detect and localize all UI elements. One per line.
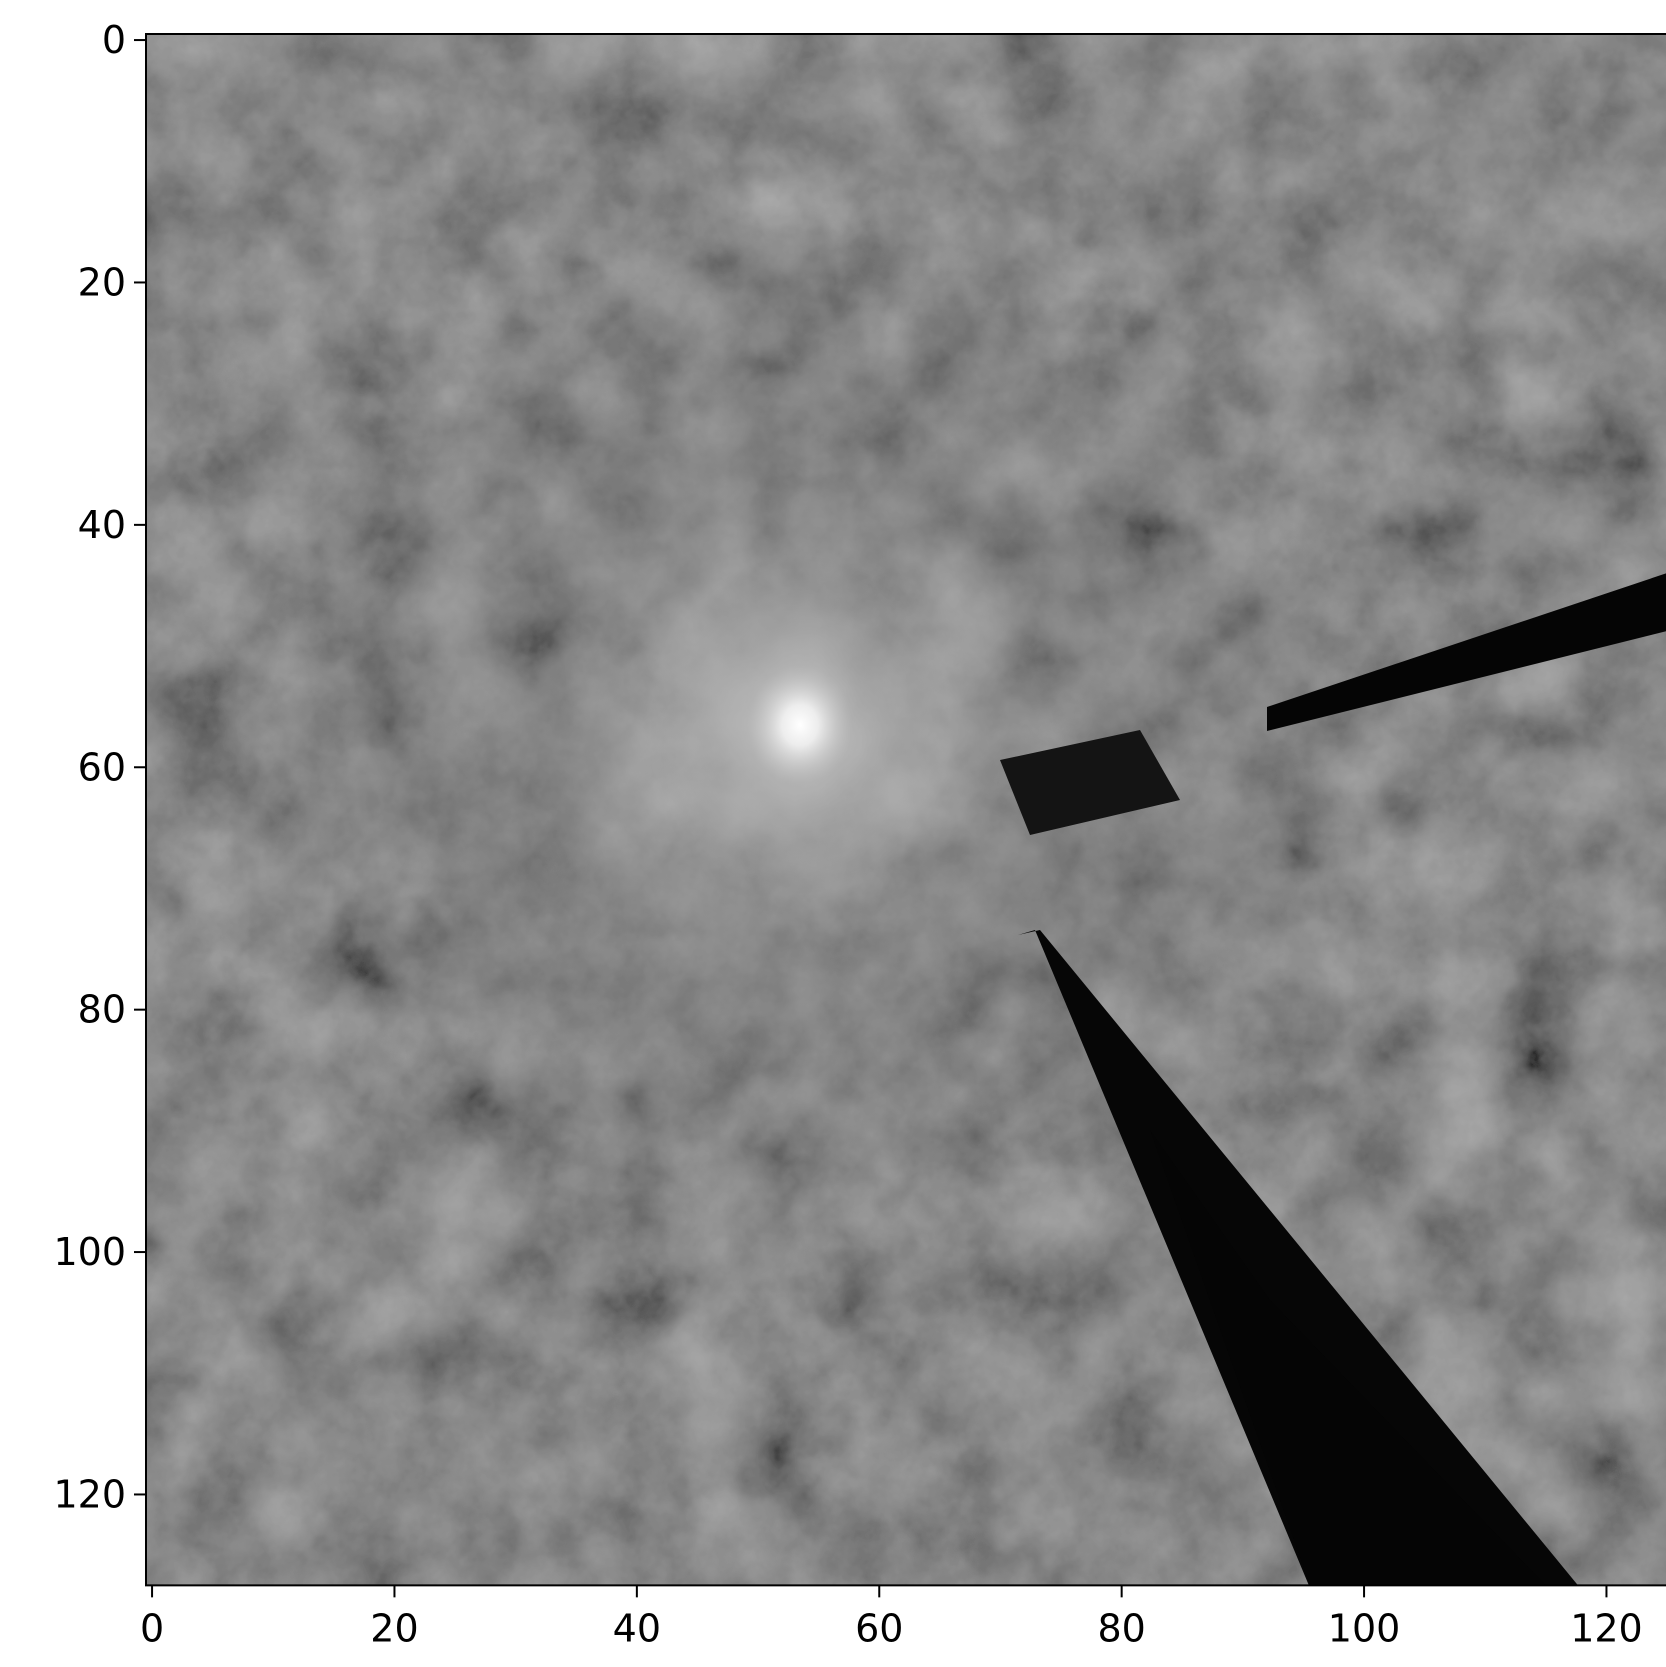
x-tick-label: 120 (1570, 1606, 1643, 1650)
x-tick-label: 0 (140, 1606, 164, 1650)
y-tick-label: 120 (53, 1472, 126, 1516)
y-tick-label: 60 (78, 745, 126, 789)
y-tick-label: 20 (78, 260, 126, 304)
y-tick-label: 40 (78, 503, 126, 547)
y-tick-label: 80 (78, 988, 126, 1032)
x-tick-label: 80 (1097, 1606, 1145, 1650)
x-tick-label: 40 (613, 1606, 661, 1650)
image (146, 34, 1666, 1600)
y-tick-label: 0 (102, 18, 126, 62)
x-tick-label: 100 (1328, 1606, 1401, 1650)
x-tick-label: 20 (370, 1606, 418, 1650)
x-tick-label: 60 (855, 1606, 903, 1650)
chart: 0 20 40 60 80 100 120 0 20 40 60 80 100 120 (0, 0, 1666, 1667)
y-tick-label: 100 (53, 1230, 126, 1274)
image-core (650, 555, 950, 895)
